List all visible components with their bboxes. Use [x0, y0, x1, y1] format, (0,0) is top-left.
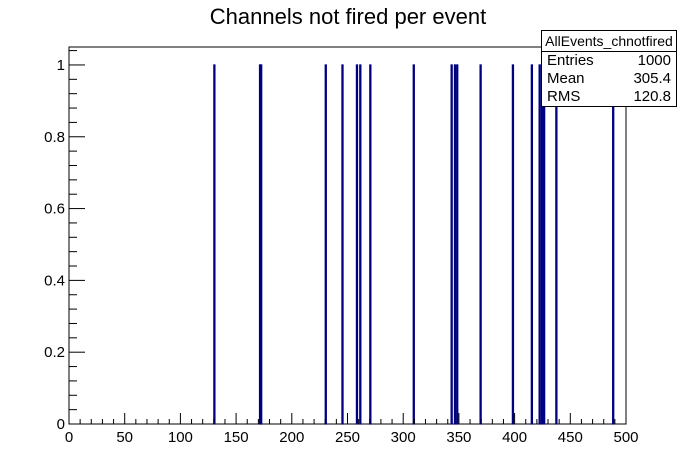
stats-value: 305.4 — [633, 70, 671, 87]
stats-label: RMS — [547, 88, 581, 105]
histogram-bar — [324, 64, 327, 425]
histogram-bar — [612, 64, 615, 425]
stats-row-entries: Entries 1000 — [542, 52, 676, 70]
stats-label: Entries — [547, 52, 594, 69]
x-tick-label: 150 — [224, 429, 249, 446]
y-tick-label: 0.4 — [44, 272, 65, 289]
stats-box: AllEvents_chnotfired Entries 1000 Mean 3… — [541, 30, 677, 107]
y-tick-label: 0.8 — [44, 129, 65, 146]
stats-title: AllEvents_chnotfired — [542, 31, 676, 52]
histogram-bar — [359, 64, 362, 425]
x-tick-label: 0 — [65, 429, 73, 446]
x-tick-label: 250 — [335, 429, 360, 446]
x-tick-label: 50 — [116, 429, 133, 446]
y-tick-label: 0.6 — [44, 201, 65, 218]
histogram-bar — [479, 64, 482, 425]
histogram-bar — [369, 64, 372, 425]
chart-title: Channels not fired per event — [210, 4, 486, 29]
x-axis: 0 50 100 150 200 250 300 350 400 450 500 — [65, 413, 639, 446]
stats-value: 1000 — [637, 52, 671, 69]
x-tick-label: 500 — [613, 429, 638, 446]
histogram-bar — [450, 64, 453, 425]
x-tick-label: 450 — [558, 429, 583, 446]
histogram-bar — [453, 64, 457, 425]
y-axis: 0 0.2 0.4 0.6 0.8 1 — [44, 50, 85, 433]
histogram-bar — [540, 64, 544, 425]
x-tick-label: 300 — [391, 429, 416, 446]
stats-label: Mean — [547, 70, 585, 87]
histogram-bars — [213, 64, 615, 425]
y-tick-label: 1 — [57, 57, 65, 74]
stats-row-mean: Mean 305.4 — [542, 70, 676, 88]
histogram-bar — [511, 64, 515, 425]
histogram-bar — [213, 64, 216, 425]
y-tick-label: 0.2 — [44, 344, 65, 361]
histogram-bar — [412, 64, 415, 425]
histogram-bar — [341, 64, 344, 425]
stats-row-rms: RMS 120.8 — [542, 88, 676, 106]
histogram-bar — [538, 64, 541, 425]
y-tick-label: 0 — [57, 416, 65, 433]
histogram-bar — [355, 64, 359, 425]
histogram-bar — [260, 64, 263, 425]
histogram-bar — [555, 64, 558, 425]
histogram-bar — [542, 64, 546, 425]
x-tick-label: 350 — [446, 429, 471, 446]
x-tick-label: 400 — [502, 429, 527, 446]
histogram-bar — [530, 64, 534, 425]
x-tick-label: 200 — [279, 429, 304, 446]
x-tick-label: 100 — [168, 429, 193, 446]
stats-value: 120.8 — [633, 88, 671, 105]
histogram-bar — [456, 64, 459, 425]
